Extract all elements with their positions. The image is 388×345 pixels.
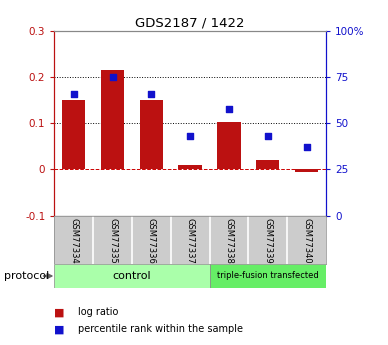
Point <box>71 91 77 97</box>
Text: percentile rank within the sample: percentile rank within the sample <box>78 325 242 334</box>
Text: ■: ■ <box>54 325 65 334</box>
Point <box>148 91 154 97</box>
Text: GSM77334: GSM77334 <box>69 218 78 264</box>
Point <box>187 134 193 139</box>
Text: log ratio: log ratio <box>78 307 118 317</box>
Text: GSM77339: GSM77339 <box>263 218 272 264</box>
Text: GSM77335: GSM77335 <box>108 218 117 264</box>
Bar <box>217 122 241 169</box>
Point <box>303 145 310 150</box>
Bar <box>210 264 326 288</box>
Text: GSM77336: GSM77336 <box>147 218 156 264</box>
Text: GSM77340: GSM77340 <box>302 218 311 264</box>
Title: GDS2187 / 1422: GDS2187 / 1422 <box>135 17 245 30</box>
Bar <box>178 165 202 169</box>
Text: GSM77337: GSM77337 <box>185 218 195 264</box>
Point <box>226 106 232 111</box>
Bar <box>101 70 124 169</box>
Bar <box>140 100 163 169</box>
Text: control: control <box>113 271 151 281</box>
Bar <box>295 169 318 172</box>
Text: GSM77338: GSM77338 <box>224 218 234 264</box>
Text: triple-fusion transfected: triple-fusion transfected <box>217 272 319 280</box>
Bar <box>62 100 85 169</box>
Point <box>109 75 116 80</box>
Text: ■: ■ <box>54 307 65 317</box>
Bar <box>54 264 210 288</box>
Bar <box>256 160 279 169</box>
Text: protocol: protocol <box>4 271 49 281</box>
Point <box>265 134 271 139</box>
